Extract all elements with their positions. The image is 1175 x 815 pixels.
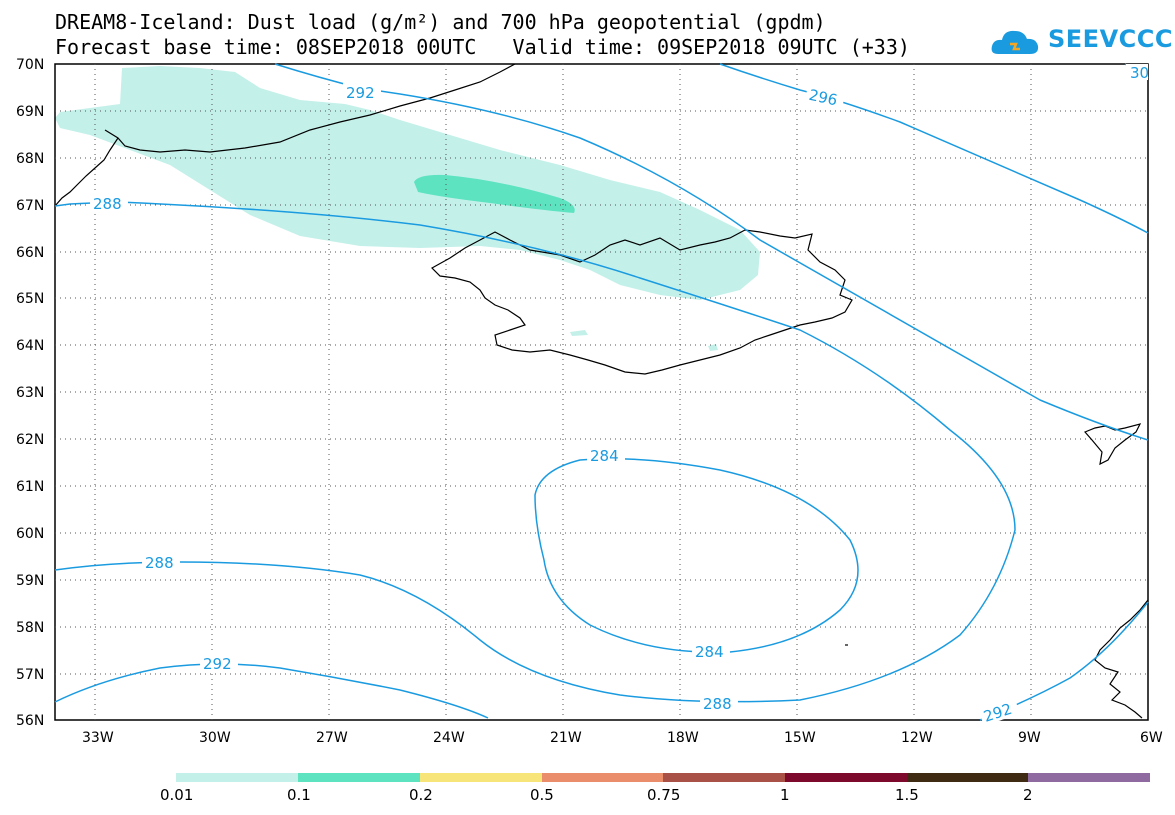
- lat-label: 64N: [16, 338, 44, 354]
- colorbar-segment: [298, 773, 420, 782]
- contour-label: 284: [695, 643, 724, 661]
- greenland-coast-north: [104, 63, 516, 153]
- lat-labels: 70N 69N 68N 67N 66N 65N 64N 63N 62N 61N …: [16, 57, 44, 729]
- colorbar-segment: [907, 773, 1028, 782]
- colorbar-label: 0.75: [647, 786, 680, 804]
- lon-label: 24W: [433, 730, 465, 746]
- lat-gridlines: [55, 110, 1148, 675]
- lat-label: 65N: [16, 291, 44, 307]
- lon-label: 30W: [199, 730, 231, 746]
- colorbar-segment: [542, 773, 663, 782]
- colorbar-segment: [176, 773, 298, 782]
- colorbar-label: 0.5: [530, 786, 554, 804]
- colorbar-label: 0.2: [409, 786, 433, 804]
- greenland-coast-west: [54, 137, 119, 207]
- contour-288-north: [54, 201, 1016, 703]
- lat-label: 66N: [16, 245, 44, 261]
- lon-label: 27W: [316, 730, 348, 746]
- chart-subtitle: Forecast base time: 08SEP2018 00UTC Vali…: [55, 35, 910, 59]
- contour-label: 288: [703, 695, 732, 713]
- lat-label: 67N: [16, 198, 44, 214]
- lon-label: 12W: [901, 730, 933, 746]
- dust-load-area-mid: [414, 174, 575, 213]
- contour-296: [719, 63, 1149, 234]
- contour-label: 30: [1130, 64, 1149, 82]
- lat-label: 68N: [16, 151, 44, 167]
- contour-label: 284: [590, 447, 619, 465]
- contour-label: 292: [981, 700, 1014, 726]
- contour-label: 292: [346, 84, 375, 102]
- colorbar-segment: [1028, 773, 1150, 782]
- scotland-coast: [1094, 599, 1149, 719]
- contour-292-south: [54, 663, 489, 719]
- lon-label: 21W: [550, 730, 582, 746]
- lat-label: 60N: [16, 526, 44, 542]
- logo-text: SEEVCCC: [1048, 25, 1173, 53]
- geopotential-contours: [54, 63, 1149, 721]
- colorbar: 0.01 0.1 0.2 0.5 0.75 1 1.5 2: [160, 773, 1150, 804]
- contour-label: 296: [807, 86, 839, 110]
- contour-label: 288: [93, 195, 122, 213]
- lon-labels: 33W 30W 27W 24W 21W 18W 15W 12W 9W 6W: [82, 730, 1163, 746]
- colorbar-label: 1.5: [895, 786, 919, 804]
- lon-label: 18W: [667, 730, 699, 746]
- contour-292-north: [274, 63, 1149, 441]
- contour-label: 292: [203, 655, 232, 673]
- colorbar-segment: [420, 773, 542, 782]
- lat-label: 63N: [16, 385, 44, 401]
- lat-label: 58N: [16, 620, 44, 636]
- lat-label: 62N: [16, 432, 44, 448]
- lat-label: 57N: [16, 667, 44, 683]
- contour-label: 288: [145, 554, 174, 572]
- dust-load-area-small-1: [570, 330, 588, 336]
- colorbar-label: 0.01: [160, 786, 193, 804]
- lat-label: 69N: [16, 104, 44, 120]
- lon-label: 6W: [1140, 730, 1163, 746]
- lat-label: 56N: [16, 713, 44, 729]
- lon-label: 15W: [784, 730, 816, 746]
- colorbar-label: 1: [780, 786, 790, 804]
- lon-label: 33W: [82, 730, 114, 746]
- lon-label: 9W: [1018, 730, 1041, 746]
- colorbar-segment: [785, 773, 907, 782]
- colorbar-label: 0.1: [287, 786, 311, 804]
- colorbar-label: 2: [1023, 786, 1033, 804]
- iceland-coast: [431, 229, 853, 375]
- lat-label: 59N: [16, 573, 44, 589]
- colorbar-segment: [663, 773, 785, 782]
- lat-label: 70N: [16, 57, 44, 73]
- chart-title: DREAM8-Iceland: Dust load (g/m²) and 700…: [55, 10, 826, 34]
- cloud-icon: [991, 30, 1039, 54]
- contour-labels: 292 296 30 288 284 284 288 288 292 292: [90, 64, 1149, 726]
- faroe-islands: [1083, 423, 1142, 466]
- lat-label: 61N: [16, 479, 44, 495]
- dust-load-area-low: [55, 66, 760, 300]
- dust-load-area-small-2: [708, 344, 718, 351]
- contour-284: [534, 458, 859, 654]
